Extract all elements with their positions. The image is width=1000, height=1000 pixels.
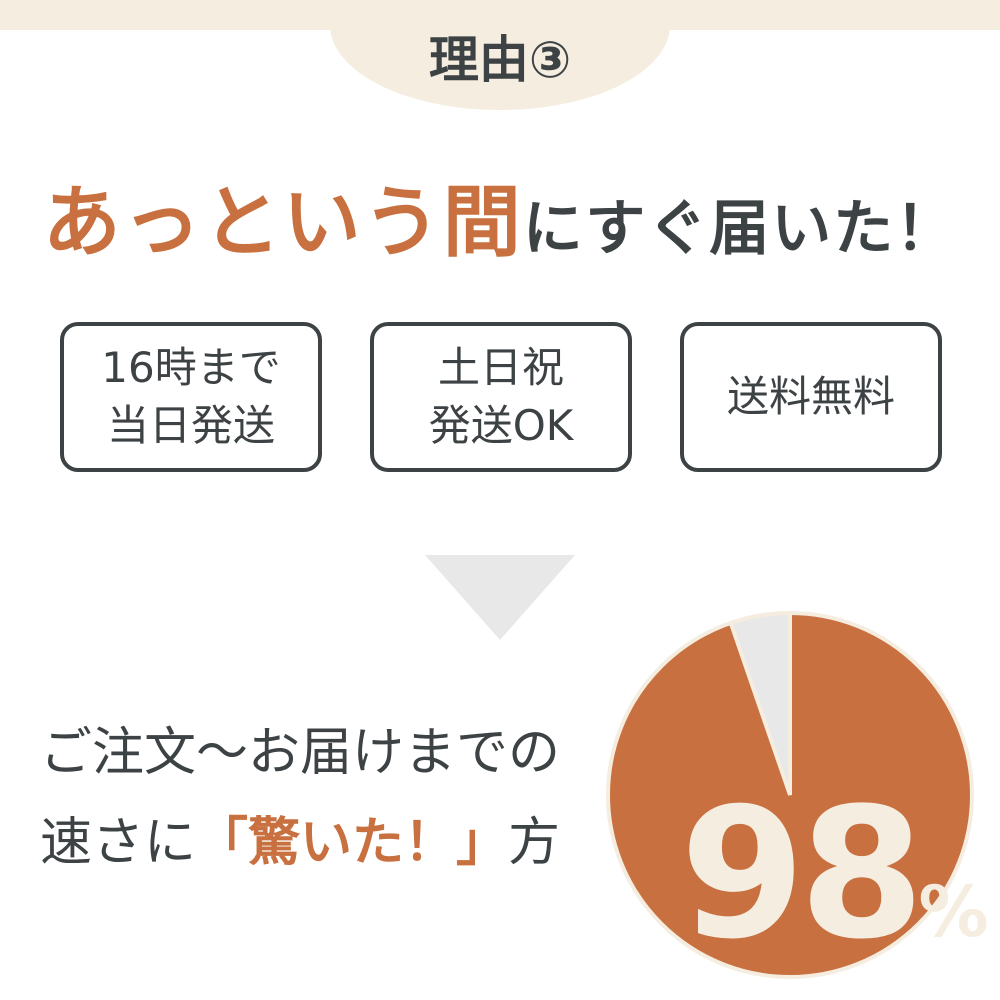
statement-line-2: 速さに「驚いた！」方 [40,800,560,875]
feature-line: 16時まで [101,343,281,392]
feature-line: 当日発送 [106,401,275,450]
statement-line-1: ご注文～お届けまでの [40,723,561,783]
percent-symbol: % [918,871,989,953]
headline: あっという間にすぐ届いた！ [0,160,1000,272]
feature-line: 送料無料 [726,372,895,421]
headline-rest: にすぐ届いた！ [522,194,958,264]
feature-box-same-day: 16時まで 当日発送 [60,322,322,472]
pie-chart [606,610,974,979]
down-arrow-icon [425,555,575,640]
percent-label: 98% [680,770,989,979]
reason-title: 理由③ [428,31,572,89]
feature-box-free-shipping: 送料無料 [680,322,942,472]
statement-post: 方 [508,813,561,873]
pie-slice-rest [728,610,792,796]
feature-box-weekend: 土日祝 発送OK [370,322,632,472]
headline-accent: あっという間 [42,178,523,268]
statement-accent: 「驚いた！」 [196,813,509,873]
feature-line: 発送OK [428,401,574,450]
feature-line: 土日祝 [437,343,564,392]
percent-number: 98 [680,770,924,979]
statement-pre: 速さに [40,813,197,873]
